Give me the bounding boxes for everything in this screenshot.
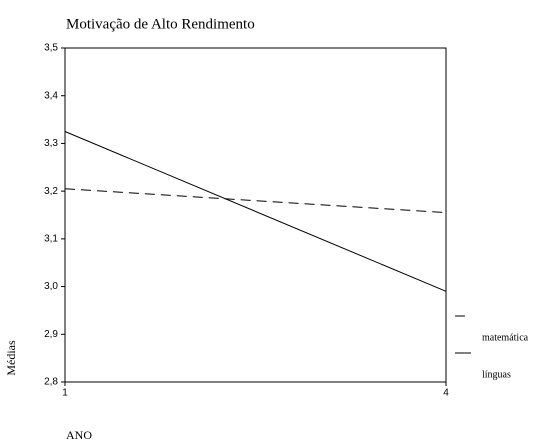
- y-tick-label: 3,5: [44, 43, 58, 54]
- chart-title: Motivação de Alto Rendimento: [66, 16, 255, 32]
- plot-frame: [64, 47, 447, 383]
- y-axis-label: Médias: [4, 340, 18, 376]
- y-tick-label: 3,3: [44, 138, 58, 149]
- x-tick-label: 4: [443, 388, 449, 399]
- y-tick-label: 2,8: [44, 377, 58, 388]
- legend-label: matemática: [482, 332, 529, 343]
- y-tick-label: 3,4: [44, 90, 58, 101]
- x-tick-label: 1: [62, 388, 68, 399]
- x-axis-label: ANO: [66, 428, 92, 442]
- line-series: [64, 131, 447, 292]
- y-tick-label: 3,2: [44, 186, 58, 197]
- y-tick-label: 3,1: [44, 233, 58, 244]
- y-tick-label: 2,9: [44, 329, 58, 340]
- line-series: [64, 188, 447, 214]
- legend-label: línguas: [482, 369, 511, 380]
- y-tick-label: 3,0: [44, 281, 58, 292]
